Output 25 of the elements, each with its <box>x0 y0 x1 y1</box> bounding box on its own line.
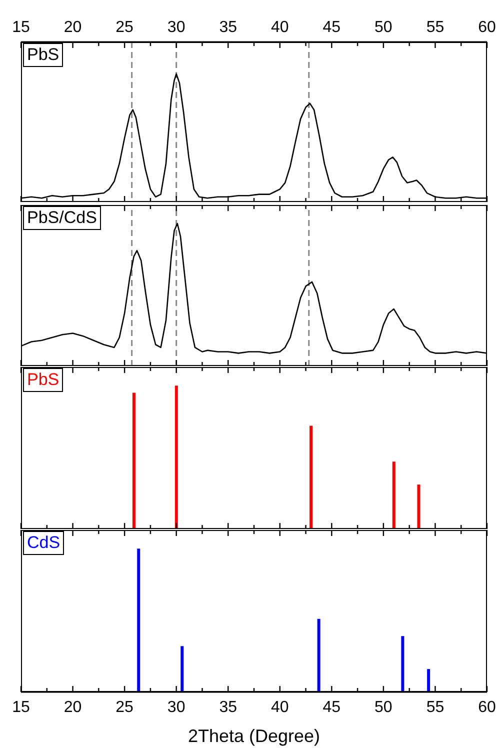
x-tick-label: 20 <box>64 699 82 716</box>
x-tick-label: 25 <box>116 19 134 36</box>
x-tick-label: 30 <box>167 699 186 716</box>
x-tick-label: 50 <box>374 699 392 716</box>
text: PbS <box>27 45 60 64</box>
text: PbS <box>27 370 60 389</box>
x-tick-label: 35 <box>219 699 238 716</box>
x-tick-label: 60 <box>478 19 496 36</box>
x-tick-label: 25 <box>116 699 134 716</box>
x-tick-label: 15 <box>12 699 30 716</box>
x-tick-label: 55 <box>426 699 444 716</box>
x-tick-label: 45 <box>322 699 341 716</box>
x-tick-label: 30 <box>167 19 186 36</box>
x-tick-label: 20 <box>64 19 82 36</box>
x-tick-label: 55 <box>426 19 444 36</box>
x-axis-title: 2Theta (Degree) <box>186 726 322 747</box>
text: CdS <box>27 533 60 552</box>
x-tick-label: 35 <box>219 19 238 36</box>
legend-label: PbS/CdS <box>27 208 97 227</box>
x-tick-label: 50 <box>374 19 392 36</box>
x-tick-label: 40 <box>270 19 289 36</box>
x-tick-label: 60 <box>478 699 496 716</box>
x-tick-label: 15 <box>12 19 30 36</box>
x-tick-label: 40 <box>270 699 289 716</box>
x-tick-label: 45 <box>322 19 341 36</box>
